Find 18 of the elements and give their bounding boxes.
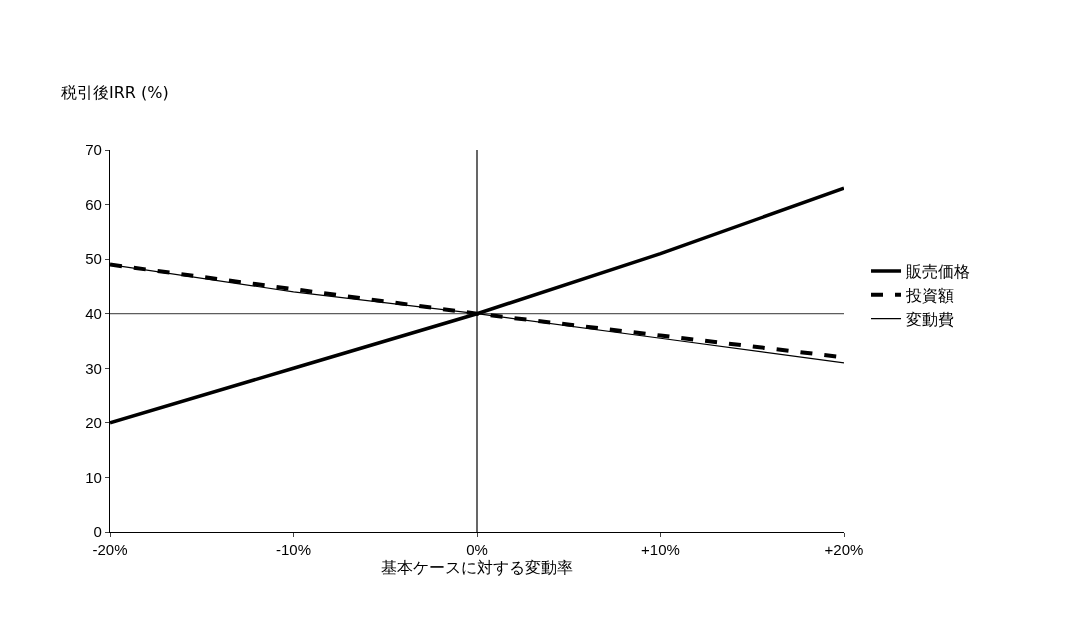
- legend-label: 投資額: [905, 286, 955, 306]
- y-tick-label: 0: [93, 523, 102, 541]
- y-tick-label: 70: [85, 141, 102, 159]
- x-tick-label: -20%: [92, 541, 128, 559]
- y-tick-label: 10: [85, 468, 102, 486]
- y-tick-label: 60: [85, 195, 102, 213]
- legend-label: 変動費: [906, 309, 955, 329]
- x-tick-label: -10%: [275, 541, 312, 559]
- x-axis-title: 基本ケースに対する変動率: [381, 558, 573, 578]
- y-tick-label: 30: [85, 359, 102, 377]
- x-tick-label: +10%: [641, 541, 680, 559]
- x-tick-label: 0%: [466, 541, 488, 559]
- y-tick-label: 40: [85, 304, 102, 322]
- y-tick-label: 20: [85, 414, 102, 432]
- y-axis-title: 税引後IRR (%): [61, 83, 169, 102]
- y-tick-label: 50: [85, 250, 102, 268]
- x-tick-label: +20%: [824, 541, 864, 559]
- legend-label: 販売価格: [906, 262, 971, 282]
